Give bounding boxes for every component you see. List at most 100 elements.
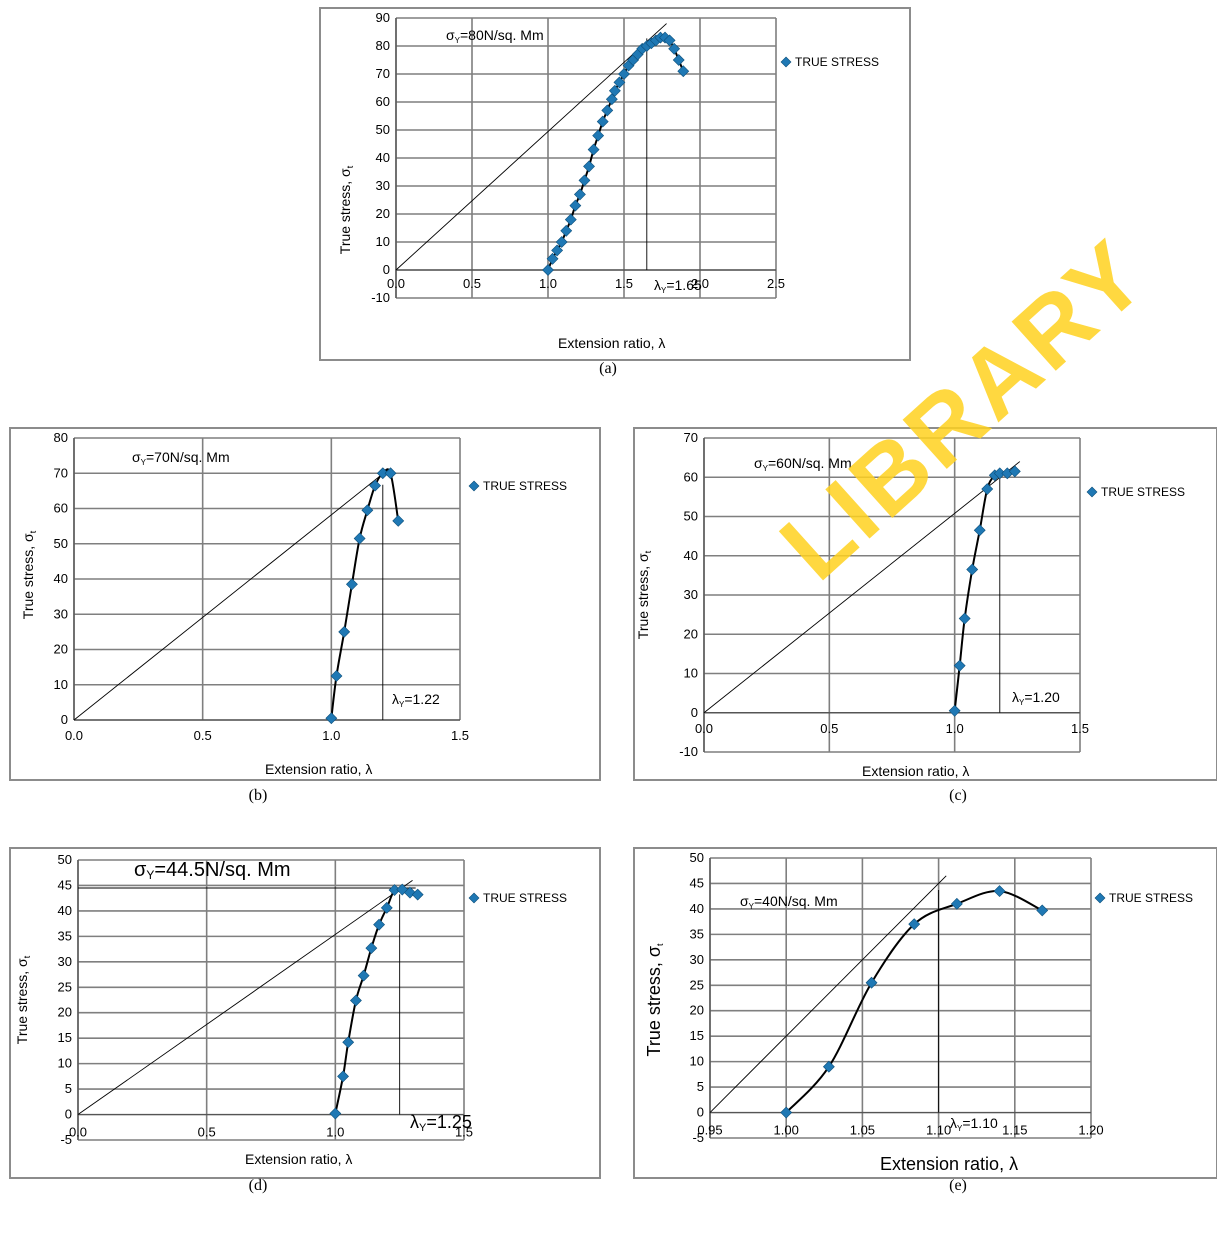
chart-e-xtick-label: 1.05 [850,1123,875,1138]
chart-b-x-axis-label: Extension ratio, λ [265,761,372,777]
chart-d-ytick-label: 50 [58,852,72,867]
chart-e: -5 0 5 10 15 20 25 30 35 40 45 50 0.95 1.00 1.05 1.10 1.… [633,847,1217,1194]
chart-b-ytick-label: 40 [54,571,68,586]
chart-e-xtick-label: 1.00 [774,1123,799,1138]
chart-a-ytick-label: 50 [376,122,390,137]
chart-c-ytick-label: 0 [691,705,698,720]
chart-a-xtick-label: 1.5 [615,276,633,291]
chart-a-xtick-label: 0.5 [463,276,481,291]
chart-a-lambda-annotation: λY=1.65 [654,277,702,295]
chart-b-xtick-label: 1.0 [322,728,340,743]
chart-a-x-axis-label: Extension ratio, λ [558,335,665,351]
chart-d-caption: (d) [249,1177,268,1194]
chart-a-xtick-label: 2.0 [691,276,709,291]
chart-e-ytick-label: 20 [690,1003,704,1018]
chart-c-xtick-label: 1.5 [1071,721,1089,736]
chart-b-data-point [325,712,338,725]
chart-a-data-point [677,65,690,78]
chart-a-data-point [605,93,618,106]
chart-a-ytick-label: 70 [376,66,390,81]
chart-d-ytick-label: 5 [65,1081,72,1096]
chart-b-ytick-label: 30 [54,606,68,621]
chart-d-y-axis-label: True stress, σt [14,955,32,1044]
chart-a-data-point [618,68,630,80]
chart-a-data-point [613,76,626,89]
chart-c-ytick-label: 40 [684,548,698,563]
chart-b-legend-label: TRUE STRESS [483,479,567,493]
chart-c-ytick-label: 10 [684,666,698,681]
chart-d-ytick-label: 30 [58,954,72,969]
chart-a-data-point [546,252,559,265]
chart-a-ytick-label: 90 [376,10,390,25]
chart-c-xtick-label: 0.0 [695,721,713,736]
chart-b-frame [9,427,601,781]
chart-e-tangent-line [709,875,947,1113]
chart-d-data-point [337,1070,349,1083]
chart-a-data-point [672,54,685,66]
chart-b-ytick-label: 50 [54,536,68,551]
chart-c-data-point [973,524,986,537]
chart-b-data-point [330,670,343,682]
chart-a-frame [319,7,911,361]
chart-e-ytick-label: 40 [690,901,704,916]
chart-e-ytick-label: 0 [697,1105,704,1120]
chart-d-data-point [357,969,370,982]
chart-c-lambda-annotation: λY=1.20 [1012,689,1060,707]
chart-d-data-point [329,1107,342,1120]
chart-e-ytick-label: 50 [690,850,704,865]
chart-a-caption: (a) [599,360,617,377]
chart-d-data-point [349,994,362,1007]
chart-c-caption: (c) [949,787,967,804]
chart-c-legend-marker [1086,486,1098,498]
chart-a-xtick-label: 0.0 [387,276,405,291]
chart-a-data-point [573,188,586,201]
chart-e-data-point [780,1106,793,1119]
chart-d-data-point [365,942,378,954]
chart-d-ytick-label: -5 [60,1132,72,1147]
chart-a-ytick-label: 40 [376,150,390,165]
chart-e-frame [633,847,1217,1179]
chart-c-ytick-label: -10 [679,744,698,759]
chart-e-xtick-label: 1.15 [1002,1123,1027,1138]
chart-a-xtick-label: 1.0 [539,276,557,291]
chart-d-xtick-label: 1.0 [326,1125,344,1140]
chart-d-sigma-annotation: σY=44.5N/sq. Mm [134,859,291,882]
chart-e-xtick-label: 1.10 [926,1123,951,1138]
chart-c-ytick-label: 70 [684,430,698,445]
chart-b-y-axis-label: True stress, σt [20,530,38,619]
chart-e-data-point [1036,904,1049,917]
chart-a-data-point [601,104,614,117]
chart-b-data-point [369,479,382,492]
chart-d-ytick-label: 0 [65,1107,72,1122]
chart-e-ytick-label: 15 [690,1028,704,1043]
chart-e-legend-label: TRUE STRESS [1109,891,1193,905]
chart-b-data-point [392,514,405,527]
chart-e-ytick-label: -5 [692,1130,704,1145]
chart-d-ytick-label: 25 [58,979,72,994]
chart-e-x-axis-label: Extension ratio, λ [880,1154,1018,1174]
chart-e-sigma-annotation: σY=40N/sq. Mm [740,893,838,911]
chart-d-ytick-label: 45 [58,877,72,892]
chart-e-ytick-label: 45 [690,875,704,890]
chart-e-ytick-label: 10 [690,1054,704,1069]
chart-d: -5 0 5 10 15 20 25 30 35 40 45 50 0.0 0.5 1.0 1.5 Extens… [9,847,601,1194]
chart-c-xtick-label: 1.0 [946,721,964,736]
chart-c-data-point [1008,465,1021,478]
chart-a-ytick-label: 10 [376,234,390,249]
chart-e-ytick-label: 30 [690,952,704,967]
chart-e-ytick-label: 5 [697,1079,704,1094]
chart-d-xtick-label: 1.5 [455,1125,473,1140]
chart-d-lambda-annotation: λY=1.25 [410,1112,472,1134]
chart-a-tangent-line [395,23,667,271]
chart-b-ytick-label: 80 [54,430,68,445]
chart-b-legend-marker [468,480,480,492]
chart-d-ytick-label: 10 [58,1056,72,1071]
chart-b-sigma-annotation: σY=70N/sq. Mm [132,449,230,467]
chart-a-ytick-label: 80 [376,38,390,53]
chart-a-data-point [592,129,605,142]
chart-d-xtick-label: 0.0 [69,1125,87,1140]
chart-c-x-axis-label: Extension ratio, λ [862,763,969,779]
chart-a-ytick-label: 30 [376,178,390,193]
chart-c-data-point [958,612,971,625]
chart-a-data-point [564,213,577,226]
